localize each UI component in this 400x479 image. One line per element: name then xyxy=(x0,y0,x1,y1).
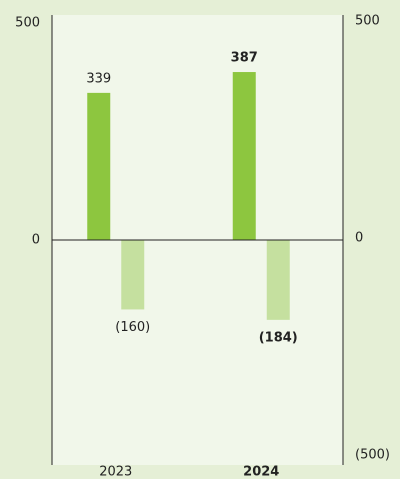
bar xyxy=(121,240,145,310)
y2-tick-label: 500 xyxy=(355,14,380,29)
x-tick-label: 2023 xyxy=(99,465,132,479)
y2-tick-label: (500) xyxy=(355,448,390,463)
value-label: 387 xyxy=(231,51,258,66)
bar xyxy=(87,92,111,241)
y2-tick-label: 0 xyxy=(355,231,363,246)
value-label: (184) xyxy=(259,330,298,345)
value-label: 339 xyxy=(86,71,111,86)
y-tick-label: 500 xyxy=(15,16,40,31)
bar xyxy=(266,240,290,320)
value-label: (160) xyxy=(115,320,150,335)
bar xyxy=(232,72,256,241)
y-tick-label: 0 xyxy=(32,233,40,248)
x-tick-label: 2024 xyxy=(243,465,279,479)
